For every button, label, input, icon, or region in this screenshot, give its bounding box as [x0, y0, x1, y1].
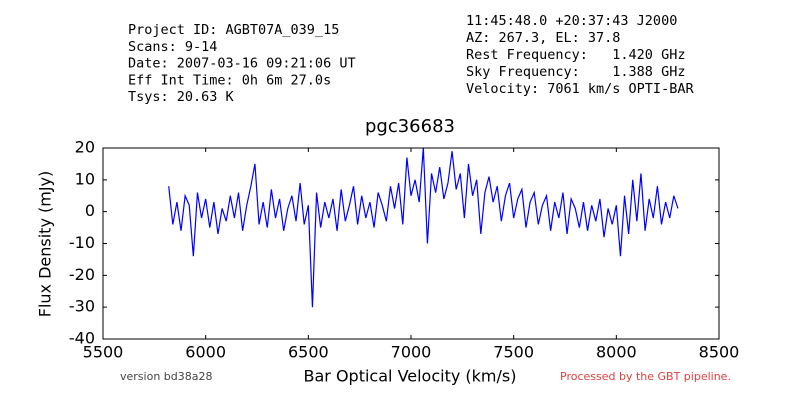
- x-tick-label: 5500: [83, 343, 124, 362]
- y-tick-label: 20: [75, 138, 95, 157]
- y-tick-label: 10: [75, 169, 95, 188]
- chart-title: pgc36683: [365, 116, 455, 137]
- header-line: Project ID: AGBT07A_039_15: [128, 22, 339, 38]
- header-line: Sky Frequency: 1.388 GHz: [466, 64, 685, 80]
- y-tick-label: -10: [69, 233, 95, 252]
- x-tick-label: 8000: [596, 343, 637, 362]
- header-line: AZ: 267.3, EL: 37.8: [466, 30, 620, 46]
- header-line: Date: 2007-03-16 09:21:06 UT: [128, 56, 356, 72]
- x-tick-label: 6000: [185, 343, 226, 362]
- plot-frame: [102, 147, 720, 340]
- footer-version: version bd38a28: [120, 370, 213, 383]
- y-tick-label: -40: [69, 329, 95, 348]
- y-tick-label: 0: [85, 201, 95, 220]
- header-line: Tsys: 20.63 K: [128, 89, 235, 105]
- header-line: Velocity: 7061 km/s OPTI-BAR: [466, 81, 694, 97]
- header-line: Eff Int Time: 0h 6m 27.0s: [128, 72, 331, 88]
- header-line: Scans: 9-14: [128, 39, 217, 55]
- header-line: Rest Frequency: 1.420 GHz: [466, 47, 685, 63]
- x-tick-label: 6500: [288, 343, 329, 362]
- x-tick-label: 8500: [699, 343, 740, 362]
- y-tick-label: -20: [69, 265, 95, 284]
- header-line: 11:45:48.0 +20:37:43 J2000: [466, 13, 677, 29]
- footer-pipeline: Processed by the GBT pipeline.: [560, 370, 731, 383]
- y-axis-label: Flux Density (mJy): [36, 171, 55, 318]
- x-tick-label: 7500: [493, 343, 534, 362]
- y-tick-label: -30: [69, 297, 95, 316]
- x-tick-label: 7000: [391, 343, 432, 362]
- x-axis-label: Bar Optical Velocity (km/s): [304, 367, 517, 386]
